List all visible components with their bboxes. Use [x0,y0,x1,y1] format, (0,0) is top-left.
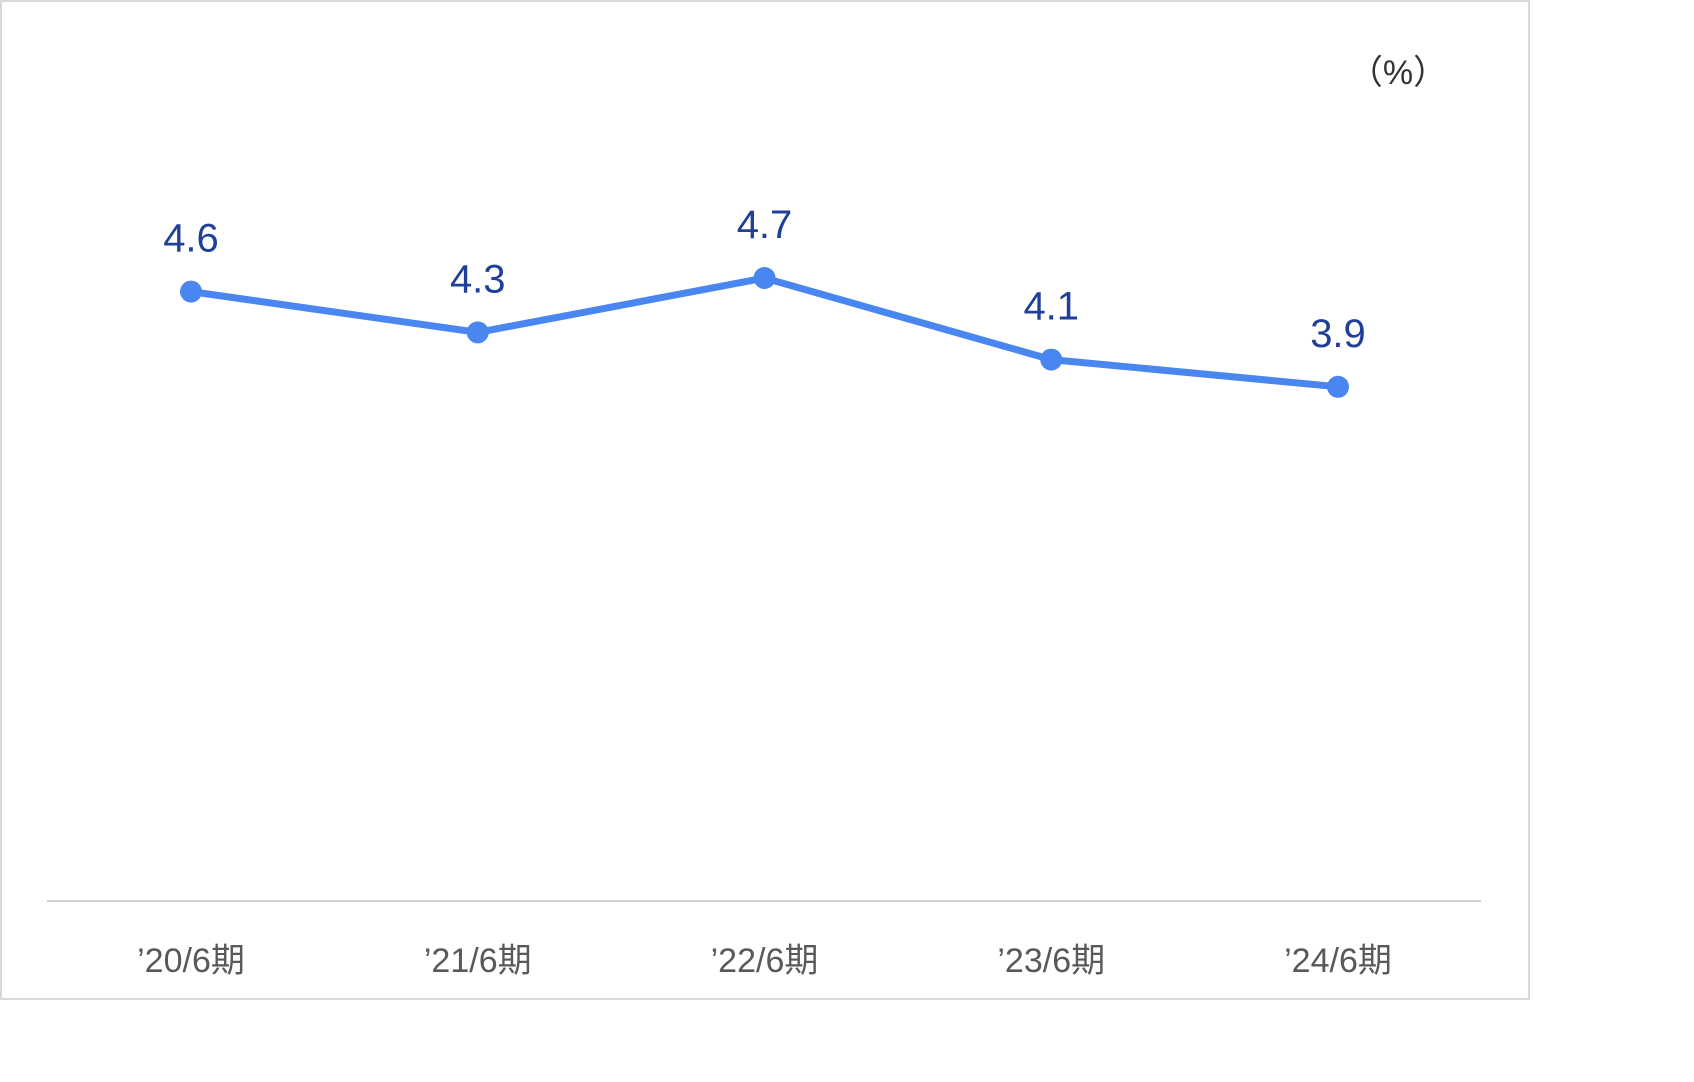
labels-layer: 4.6 4.3 4.7 4.1 3.9 [163,203,1366,356]
x-tick-label: ’20/6期 [137,942,245,980]
series-layer [180,267,1349,398]
data-point [753,267,776,289]
unit-label: （%） [1349,54,1447,92]
data-point [1040,348,1063,371]
x-tick-label: ’24/6期 [1284,942,1392,980]
data-label: 3.9 [1310,312,1366,356]
x-tick-label: ’23/6期 [997,942,1105,980]
line-chart: （%） 4.64.34.74.13.9 ’20/6期 ’21/6期 ’22/6期 ’2… [47,54,1481,980]
chart-frame [0,0,1530,1000]
data-point [1327,375,1349,398]
data-label: 4.6 [163,217,219,261]
data-point [466,321,489,344]
data-label: 4.1 [1023,285,1079,329]
data-label: 4.7 [737,203,793,247]
x-tick-label: ’22/6期 [711,942,819,980]
data-point [180,280,202,303]
ticks-layer: ’20/6期 ’21/6期 ’22/6期 ’23/6期 ’24/6期 [137,942,1392,980]
series-line [187,274,1342,391]
x-tick-label: ’21/6期 [424,942,532,980]
data-label: 4.3 [450,257,506,301]
